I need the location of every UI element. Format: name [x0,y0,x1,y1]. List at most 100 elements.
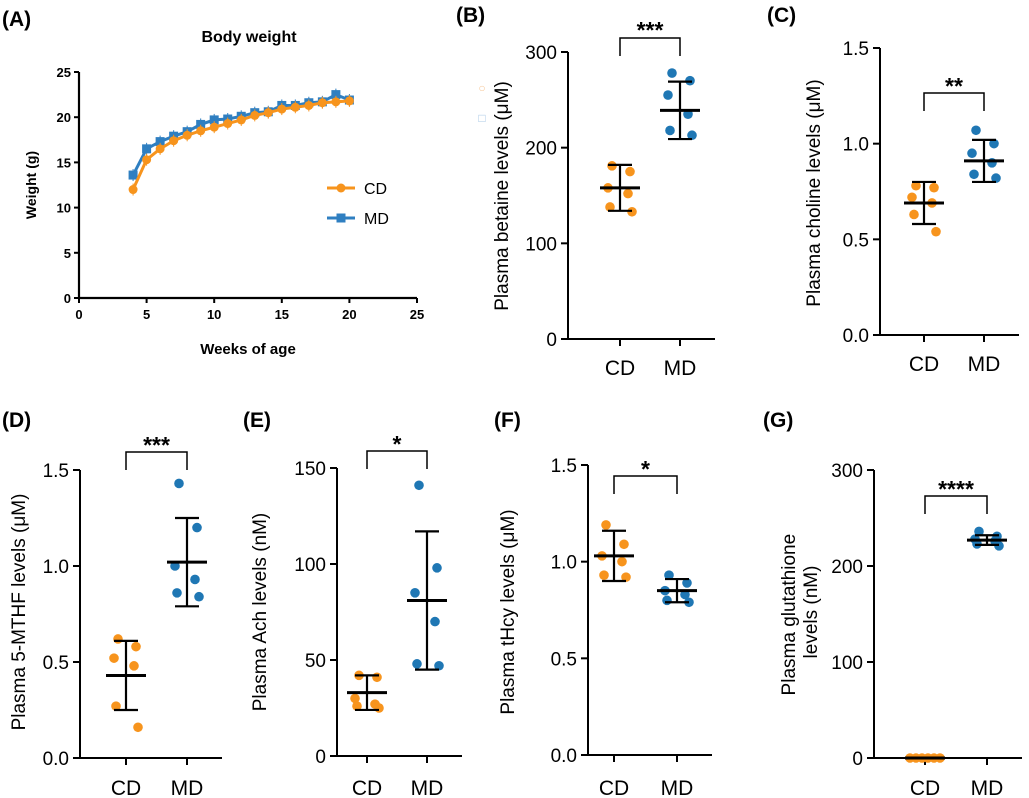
y-axis-label-g-line2: levels (nM) [801,566,822,659]
plot-area-c: 0.0 0.5 1.0 1.5 CD MD ** [843,39,1019,376]
y-tick-label-c: 0.5 [843,230,869,251]
data-point-md-b [667,68,677,78]
legend-cd-marker [336,183,346,193]
y-tick-label-a: 0 [64,291,71,306]
data-point-md-c [967,148,977,159]
y-tick-label-g: 200 [831,557,863,578]
data-point-cd-d [133,722,143,733]
x-tick-label-a: 20 [342,307,356,322]
y-tick-label-e: 50 [305,651,326,672]
x-tick-label-a: 10 [207,307,221,322]
panel-d-5mthf: (D) Plasma 5-MTHF levels (μM) 0.0 0.5 1.0 1… [2,409,222,798]
y-tick-label-e: 0 [315,747,326,768]
panel-label-d: (D) [2,409,31,432]
panel-label-b: (B) [456,4,485,27]
data-point-cd-f [617,556,627,567]
x-tick-label-a: 15 [275,307,289,322]
y-axis-label-d: Plasma 5-MTHF levels (μM) [9,494,30,731]
data-point-cd-d [113,634,123,644]
x-tick-label-c: CD [909,353,939,376]
y-axis-label-a: Weight (g) [23,151,39,219]
panel-b-betaine: (B) Plasma betaine levels (μM) ○ □ 0 100 2… [456,4,715,380]
data-point-cd-b [623,188,633,199]
significance-bracket-c [923,92,985,111]
y-tick-label-b: 200 [525,139,557,160]
plot-area-f: 0.0 0.5 1.0 1.5 CD MD * [551,456,712,798]
significance-bracket-d [125,451,188,470]
plot-area-d: 0.0 0.5 1.0 1.5 CD MD *** [43,432,222,798]
y-tick-label-d: 0.5 [43,653,69,674]
x-tick-label-b: CD [605,357,635,380]
panel-c-choline: (C) Plasma choline levels (μM) 0.0 0.5 1.0… [767,4,1019,376]
stray-circle-glyph: ○ [478,81,485,95]
data-point-md-e [430,616,440,627]
x-tick-label-a: 0 [75,307,82,322]
data-point-md-b [687,130,697,141]
data-point-cd-b [605,202,615,212]
data-point-md-g [974,526,984,537]
significance-label-f: * [641,456,650,482]
data-point-cd-f [599,570,609,580]
data-point-cd-e [350,693,360,704]
data-point-cd-f [601,520,611,530]
y-tick-label-f: 0.0 [551,746,577,767]
data-point-md-c [971,125,981,136]
data-point-cd-e [374,703,384,713]
y-tick-label-g: 0 [852,749,863,770]
significance-label-g: **** [938,476,974,502]
data-point-md-c [989,138,999,149]
y-tick-label-c: 1.0 [843,135,869,156]
x-tick-label-f: MD [661,777,694,798]
y-axis-label-f: Plasma tHcy levels (μM) [498,509,519,714]
significance-bracket-b [619,37,681,56]
data-point-md-d [190,574,200,585]
series-a [128,88,354,196]
y-tick-label-c: 0.0 [843,326,869,347]
significance-label-b: *** [637,17,664,43]
y-tick-label-e: 150 [294,459,326,480]
y-tick-label-f: 0.5 [551,649,577,670]
x-tick-label-b: MD [664,357,697,380]
x-tick-label-f: CD [599,777,629,798]
significance-bracket-e [366,450,428,469]
data-point-md-e [412,659,422,669]
data-point-md-f [682,578,692,588]
stray-square-glyph: □ [478,111,485,125]
data-point-md-d [174,478,184,489]
significance-label-c: ** [945,73,963,99]
y-tick-label-d: 0.0 [43,749,69,770]
data-point-md-d [172,588,182,598]
data-point-md-d [194,591,204,602]
y-axis-label-g: Plasma glutathione levels (nM) [779,529,822,696]
data-point-cd-d [109,653,119,663]
panel-label-e: (E) [243,409,271,432]
panel-label-f: (F) [494,409,521,432]
data-point-md-e [432,563,442,573]
y-axis-label-b: Plasma betaine levels (μM) [492,81,513,311]
x-tick-label-e: MD [411,777,444,798]
y-axis-label-g-line1: Plasma glutathione [779,534,800,696]
plot-area-g: 0 100 200 300 CD MD **** [831,461,1022,798]
significance-bracket-f [613,475,678,494]
legend-cd-label: CD [364,181,387,198]
y-tick-label-a: 10 [57,201,71,216]
significance-label-e: * [393,431,402,457]
panel-label-c: (C) [767,4,796,27]
data-point-md-c [991,173,1001,183]
y-tick-label-f: 1.0 [551,553,577,574]
y-tick-label-a: 5 [64,246,71,261]
plot-area-e: 0 50 100 150 CD MD * [294,431,462,798]
x-tick-label-e: CD [352,777,382,798]
y-tick-label-g: 300 [831,461,863,482]
data-point-cd-f [621,572,631,582]
data-point-md-b [665,125,675,136]
x-tick-label-d: CD [111,777,141,798]
data-point-md-f [664,570,674,580]
chart-title-a: Body weight [201,29,297,46]
x-tick-label-a: 5 [143,307,150,322]
data-point-cd-c [909,209,919,220]
x-tick-label-c: MD [968,353,1001,376]
significance-bracket-g [924,495,988,514]
legend-md-label: MD [364,211,389,228]
